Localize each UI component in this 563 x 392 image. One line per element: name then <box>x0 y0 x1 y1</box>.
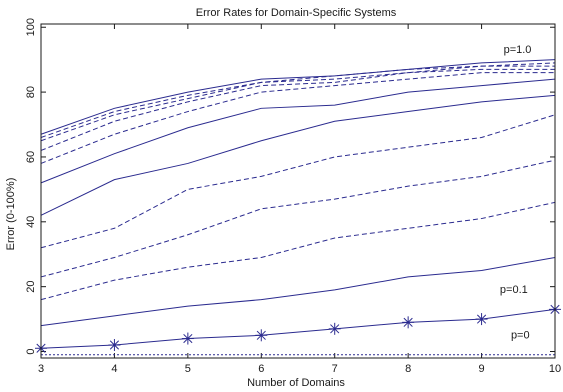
data-point-marker <box>181 332 194 345</box>
x-tick-label: 8 <box>405 363 411 375</box>
y-axis-label: Error (0-100%) <box>5 178 17 251</box>
y-tick-label: 80 <box>25 86 37 98</box>
series-lines <box>40 59 556 356</box>
series-line-12 <box>40 308 556 349</box>
chart-title: Error Rates for Domain-Specific Systems <box>196 7 397 19</box>
data-markers <box>35 303 561 355</box>
x-tick-label: 9 <box>479 363 485 375</box>
series-line-6 <box>40 78 556 184</box>
x-tick-label: 5 <box>185 363 191 375</box>
series-line-5 <box>40 72 555 164</box>
x-tick-label: 7 <box>332 363 338 375</box>
y-tick-label: 20 <box>25 281 37 293</box>
marker-stroke <box>403 317 413 327</box>
data-point-marker <box>402 316 415 329</box>
marker-stroke <box>476 314 487 324</box>
marker-stroke <box>330 324 340 334</box>
plot-frame <box>40 23 556 359</box>
y-tick-label: 60 <box>25 151 37 163</box>
x-axis-label: Number of Domains <box>247 377 345 389</box>
annotations: p=1.0 p=0.1 p=0 <box>500 44 532 341</box>
marker-stroke <box>183 333 193 344</box>
series-line-1 <box>40 59 556 135</box>
series-line-9 <box>40 159 556 278</box>
annotation-label: p=1.0 <box>504 44 532 56</box>
data-point-marker <box>255 329 268 342</box>
series-line-8 <box>40 114 556 249</box>
series-line-3 <box>40 65 555 142</box>
y-tick-label: 0 <box>25 348 37 354</box>
y-tick-label: 40 <box>25 216 37 228</box>
marker-stroke <box>256 330 266 340</box>
series-line-7 <box>40 94 556 216</box>
series-line-11 <box>40 256 556 327</box>
series-line-2 <box>40 62 556 138</box>
x-tick-label: 3 <box>38 363 44 375</box>
data-point-marker <box>475 313 488 326</box>
annotation-label: p=0.1 <box>500 284 528 296</box>
data-point-marker <box>328 322 341 335</box>
annotation-label: p=0 <box>511 330 530 342</box>
data-point-marker <box>108 339 121 352</box>
series-line-10 <box>40 201 556 301</box>
y-tick-label: 100 <box>25 18 37 36</box>
series-line-4 <box>40 68 555 151</box>
x-tick-label: 6 <box>258 363 264 375</box>
x-tick-label: 10 <box>549 363 561 375</box>
marker-stroke <box>109 340 120 350</box>
x-tick-label: 4 <box>111 363 117 375</box>
